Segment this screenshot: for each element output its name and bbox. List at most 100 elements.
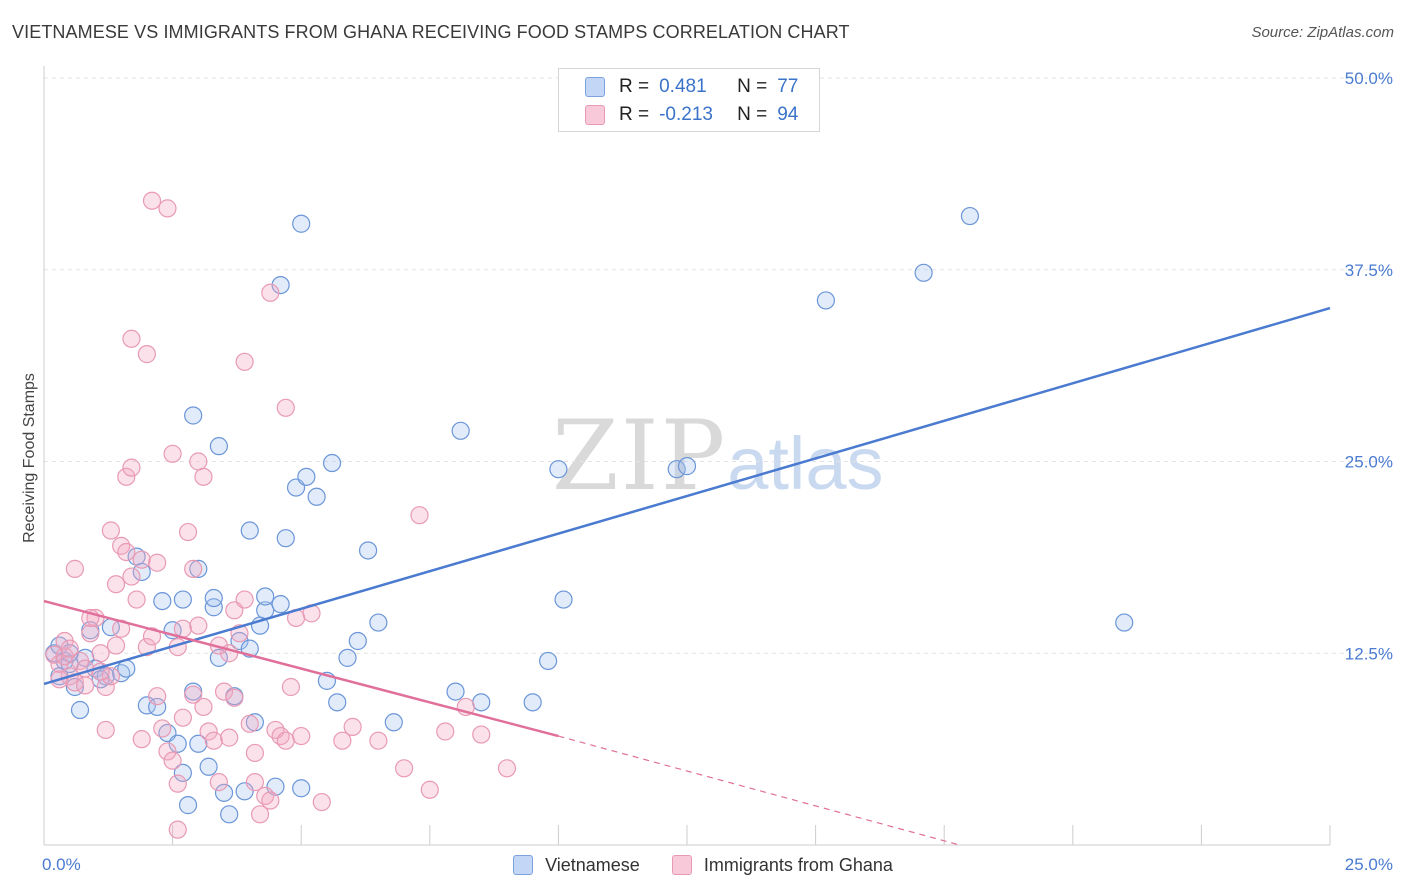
vietnamese-point: [472, 693, 491, 712]
source-label: Source: ZipAtlas.com: [1251, 24, 1394, 41]
vietnamese-point: [204, 588, 223, 608]
ghana-points: [45, 191, 517, 839]
ghana-point: [184, 559, 203, 578]
ghana-point: [261, 283, 280, 302]
vietnamese-point: [235, 782, 254, 801]
bottom-legend: Vietnamese Immigrants from Ghana: [0, 852, 1406, 878]
vietnamese-point: [1115, 613, 1134, 632]
vietnamese-point: [214, 783, 234, 802]
vietnamese-point: [539, 651, 558, 671]
vietnamese-point: [271, 275, 290, 295]
ghana-point: [142, 627, 162, 646]
y-tick-label: 25.0%: [1345, 453, 1393, 472]
vietnamese-point: [451, 421, 470, 440]
ghana-point: [142, 191, 162, 210]
ghana-point: [292, 726, 311, 746]
stats-legend: R = 0.481 N = 77 R = -0.213 N = 94: [558, 68, 820, 132]
axes: [43, 66, 1331, 846]
vietnamese-point: [204, 598, 223, 617]
ghana-point: [235, 352, 254, 371]
vietnamese-point: [292, 214, 311, 233]
vietnamese-point: [960, 206, 980, 226]
vietnamese-point: [554, 590, 573, 609]
ghana-point: [204, 731, 223, 750]
ghana-point: [168, 820, 187, 839]
trend-lines: [43, 306, 1331, 846]
vietnamese-point: [70, 700, 90, 720]
ghana-point: [127, 590, 146, 609]
ghana-point: [132, 550, 151, 569]
vietnamese-point: [199, 757, 218, 776]
vietnamese-point: [173, 590, 192, 609]
y-tick-label: 12.5%: [1345, 644, 1393, 663]
vietnamese-point: [173, 763, 192, 783]
ghana-point: [343, 717, 362, 736]
ghana-point: [214, 682, 234, 701]
legend-swatch-blue: [585, 77, 605, 97]
vietnamese-point: [358, 541, 378, 560]
ghana-point: [209, 773, 228, 792]
ghana-point: [220, 728, 239, 747]
vietnamese-point: [667, 460, 686, 479]
ghana-point: [261, 791, 280, 810]
ghana-point: [245, 743, 265, 763]
vietnamese-point: [549, 460, 568, 479]
ghana-point: [235, 590, 254, 609]
x-tick-label: 25.0%: [1345, 855, 1393, 874]
legend-n-label: N =: [737, 76, 768, 97]
vietnamese-point: [816, 291, 835, 310]
ghana-point: [420, 780, 439, 799]
vietnamese-point: [292, 779, 311, 798]
ghana-point: [189, 452, 208, 471]
ghana-point: [76, 676, 95, 695]
vietnamese-point: [189, 734, 208, 753]
legend-n-value: 94: [777, 104, 799, 125]
vietnamese-point: [322, 453, 342, 473]
bottom-legend-label: Vietnamese: [545, 854, 640, 875]
ghana-point: [194, 467, 213, 486]
ghana-point: [333, 731, 352, 750]
ghana-point: [436, 722, 455, 741]
ghana-point: [276, 398, 295, 417]
y-tick-label: 37.5%: [1345, 261, 1393, 280]
vietnamese-point: [209, 437, 228, 456]
vietnamese-point: [220, 805, 239, 824]
vietnamese-point: [338, 648, 357, 667]
ghana-point: [250, 805, 270, 824]
ghana-point: [168, 774, 187, 793]
ghana-point: [410, 506, 429, 525]
ghana-point: [194, 697, 213, 717]
ghana-point: [148, 553, 167, 572]
ghana-point: [96, 720, 115, 740]
vietnamese-point: [328, 693, 347, 712]
legend-n-value: 77: [777, 76, 799, 97]
ghana-point: [163, 751, 182, 770]
ghana-point: [132, 730, 151, 749]
vietnamese-point: [148, 697, 167, 717]
vietnamese-point: [523, 693, 542, 712]
vietnamese-point: [369, 613, 388, 632]
vietnamese-point: [153, 591, 172, 611]
ghana-point: [106, 636, 126, 655]
ghana-point: [240, 714, 259, 733]
bottom-legend-ghana: Immigrants from Ghana: [671, 855, 893, 876]
ghana-point: [65, 559, 84, 578]
vietnamese-point: [446, 682, 465, 701]
tick-labels: 12.5% 25.0% 37.5% 50.0% 0.0% 25.0% Receiving F…: [21, 69, 1393, 874]
ghana-point: [60, 639, 79, 658]
vietnamese-point: [230, 631, 249, 651]
vietnamese-point: [297, 467, 316, 486]
ghana-point: [148, 687, 167, 706]
ghana-point: [184, 685, 203, 704]
y-tick-label: 50.0%: [1345, 69, 1393, 88]
ghana-point: [158, 742, 177, 761]
vietnamese-point: [677, 457, 697, 476]
vietnamese-point: [178, 796, 198, 815]
ghana-point: [199, 722, 218, 741]
y-axis-title: Receiving Food Stamps: [21, 373, 38, 543]
legend-r-value: 0.481: [659, 76, 707, 97]
ghana-point: [101, 521, 120, 540]
ghana-point: [163, 444, 182, 463]
ghana-point: [106, 575, 126, 594]
bottom-legend-swatch-blue: [513, 855, 534, 875]
